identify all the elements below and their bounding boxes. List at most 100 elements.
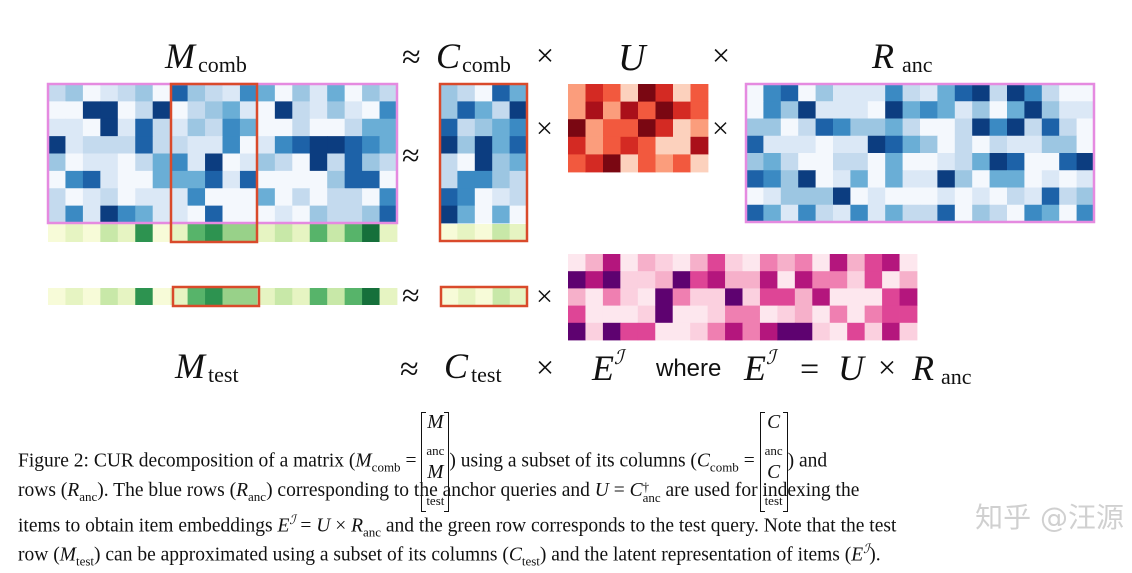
r-anc-heatmap-cell — [937, 101, 956, 119]
r-anc-heatmap-cell — [972, 170, 990, 188]
m-comb-test-row-cell — [327, 224, 346, 242]
u-heatmap-cell — [655, 84, 674, 102]
m-comb-heatmap-cell — [48, 136, 66, 154]
u-heatmap-cell — [568, 119, 586, 138]
e-heatmap-cell — [707, 254, 726, 272]
r-anc-heatmap-cell — [780, 135, 799, 154]
e-heatmap-cell — [847, 305, 866, 324]
r-anc-heatmap-cell — [850, 170, 869, 188]
c-test-row-cell — [458, 288, 476, 305]
caption-l2-c: ) corresponding to the anchor queries an… — [266, 480, 595, 501]
caption-c-comb-sub: comb — [709, 459, 739, 475]
m-comb-heatmap-cell — [100, 170, 119, 189]
m-comb-heatmap-cell — [379, 136, 398, 154]
m-comb-heatmap-cell — [327, 170, 346, 189]
r-anc-heatmap-cell — [867, 187, 886, 206]
r-anc-heatmap-cell — [746, 101, 764, 119]
m-test-row-cell — [344, 288, 363, 305]
m-comb-heatmap-cell — [292, 205, 311, 224]
r-anc-heatmap-cell — [815, 153, 834, 171]
caption-l4-c-sub: test — [521, 553, 540, 569]
r-anc-heatmap-cell — [780, 204, 799, 223]
r-anc-heatmap-cell — [833, 84, 851, 102]
r-anc-heatmap-cell — [1041, 135, 1060, 154]
r-anc-heatmap-cell — [1076, 170, 1095, 188]
e-heatmap-cell — [864, 271, 883, 289]
r-anc-heatmap-cell — [815, 84, 834, 102]
m-comb-heatmap-cell — [379, 118, 398, 137]
caption-mat2-top: C — [767, 412, 781, 433]
m-comb-heatmap-cell — [65, 188, 84, 207]
m-comb-test-row-cell — [239, 224, 258, 242]
c-comb-heatmap-cell — [457, 153, 476, 172]
r-anc-heatmap-cell — [780, 118, 799, 137]
c-comb-heatmap-cell — [457, 170, 476, 189]
r-anc-heatmap-cell — [763, 170, 782, 188]
u-heatmap-cell — [568, 101, 586, 120]
r-anc-heatmap-cell — [1076, 187, 1095, 206]
c-comb-heatmap-cell — [509, 205, 528, 224]
m-comb-heatmap-cell — [344, 170, 363, 189]
m-comb-heatmap-cell — [205, 153, 223, 172]
label-c-comb: C — [436, 36, 461, 76]
e-heatmap-cell — [829, 305, 848, 324]
r-anc-heatmap-cell — [1041, 153, 1060, 171]
m-comb-heatmap-cell — [152, 205, 171, 224]
e-heatmap-cell — [725, 254, 743, 272]
m-comb-column-highlight — [169, 82, 259, 244]
e-heatmap-cell — [637, 305, 656, 324]
u-heatmap-cell — [655, 101, 674, 120]
e-heatmap-cell — [620, 305, 639, 324]
m-comb-heatmap-cell — [362, 205, 380, 224]
e-heatmap-cell — [690, 322, 708, 341]
r-anc-heatmap-cell — [763, 187, 782, 206]
e-heatmap-cell — [829, 271, 848, 289]
label-u: U — [618, 37, 648, 79]
m-comb-heatmap-cell — [327, 205, 346, 224]
c-comb-test-row-cell — [509, 224, 528, 241]
m-comb-heatmap-cell — [222, 118, 241, 137]
m-comb-heatmap-cell — [135, 205, 154, 224]
m-test-row-cell — [257, 288, 276, 305]
label-times-mid-2: × — [712, 112, 729, 145]
r-anc-heatmap-cell — [1024, 118, 1043, 137]
r-anc-heatmap-cell — [798, 135, 816, 154]
m-comb-heatmap-cell — [152, 170, 171, 189]
e-heatmap-cell — [759, 322, 778, 341]
r-anc-heatmap-cell — [763, 84, 782, 102]
m-comb-heatmap-cell — [48, 84, 66, 102]
m-test-row-cell — [362, 288, 380, 305]
m-comb-heatmap-cell — [170, 118, 188, 137]
r-anc-heatmap-cell — [972, 204, 990, 223]
m-comb-heatmap-cell — [257, 153, 276, 172]
m-comb-heatmap-cell — [82, 101, 101, 120]
c-comb-heatmap-cell — [474, 170, 493, 189]
m-test-row-cell — [239, 288, 258, 305]
e-heatmap-cell — [707, 322, 726, 341]
m-comb-heatmap-cell — [344, 153, 363, 172]
e-heatmap-cell — [899, 271, 918, 289]
m-comb-heatmap-cell — [205, 84, 223, 102]
u-heatmap-cell — [568, 84, 586, 102]
c-test-row-cell — [509, 288, 528, 305]
label-c-comb-sub: comb — [462, 52, 511, 77]
m-comb-heatmap-cell — [48, 188, 66, 207]
e-heatmap-cell — [777, 254, 796, 272]
m-test-row-cell — [135, 288, 154, 305]
u-heatmap-cell — [585, 119, 604, 138]
m-comb-heatmap-cell — [257, 101, 276, 120]
caption-l2-c2-sub: anc — [642, 489, 661, 505]
m-comb-heatmap-cell — [187, 153, 206, 172]
r-anc-heatmap-cell — [1041, 101, 1060, 119]
r-anc-heatmap-cell — [1007, 153, 1025, 171]
e-heatmap-cell — [620, 322, 639, 341]
c-comb-heatmap-cell — [509, 153, 528, 172]
e-heatmap-cell — [759, 254, 778, 272]
c-comb-heatmap-cell — [509, 170, 528, 189]
m-comb-heatmap-cell — [205, 188, 223, 207]
label-where: where — [655, 355, 721, 382]
m-comb-heatmap-cell — [274, 153, 293, 172]
c-comb-heatmap-cell — [492, 118, 510, 137]
r-anc-heatmap-cell — [920, 204, 938, 223]
